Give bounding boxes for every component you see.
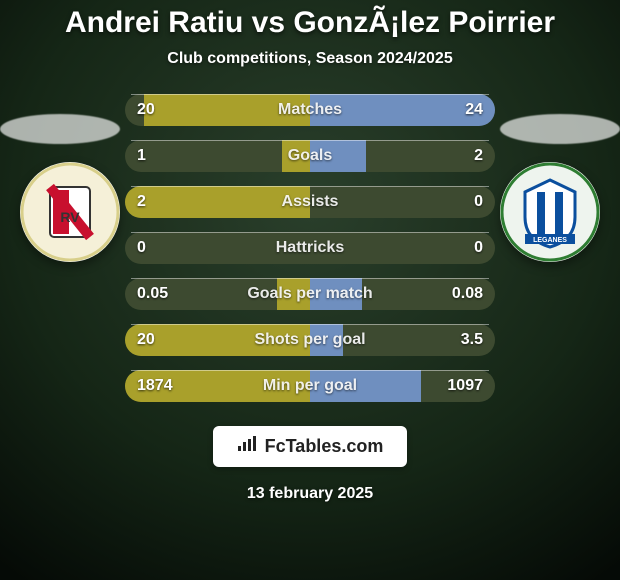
stat-value-right: 1097 <box>435 370 495 402</box>
stat-value-left: 20 <box>125 94 167 126</box>
stat-top-highlight <box>131 94 489 95</box>
stat-top-highlight <box>131 186 489 187</box>
stat-value-left: 20 <box>125 324 167 356</box>
stat-value-right: 2 <box>462 140 495 172</box>
stat-top-highlight <box>131 324 489 325</box>
stat-track <box>125 186 495 218</box>
stat-row: 203.5Shots per goal <box>125 324 495 356</box>
stat-value-right: 0.08 <box>440 278 495 310</box>
stat-track <box>125 94 495 126</box>
stat-value-left: 0 <box>125 232 158 264</box>
stat-track <box>125 232 495 264</box>
svg-text:RV: RV <box>60 209 80 225</box>
stat-fill-right <box>310 370 421 402</box>
stat-fill-right <box>310 278 362 310</box>
svg-text:LEGANES: LEGANES <box>533 237 567 244</box>
club-badge-left: RV <box>20 162 120 262</box>
stat-track <box>125 140 495 172</box>
stat-value-right: 24 <box>453 94 495 126</box>
page-subtitle: Club competitions, Season 2024/2025 <box>167 50 452 68</box>
stat-top-highlight <box>131 232 489 233</box>
club-badge-right: LEGANES <box>500 162 600 262</box>
stat-row: 0.050.08Goals per match <box>125 278 495 310</box>
stat-value-left: 0.05 <box>125 278 180 310</box>
stat-fill-left <box>144 94 311 126</box>
stat-fill-right <box>310 140 366 172</box>
club-halo-left <box>0 114 120 144</box>
stat-row: 18741097Min per goal <box>125 370 495 402</box>
stat-value-left: 1 <box>125 140 158 172</box>
stat-row: 2024Matches <box>125 94 495 126</box>
page-title: Andrei Ratiu vs GonzÃ¡lez Poirrier <box>65 6 555 40</box>
comparison-area: RV LEGANES 2024Matches12Goals20Assists00… <box>0 94 620 402</box>
stat-value-right: 3.5 <box>449 324 495 356</box>
stat-row: 20Assists <box>125 186 495 218</box>
stat-fill-left <box>277 278 310 310</box>
footer-site-text: FcTables.com <box>265 436 384 457</box>
stat-bars: 2024Matches12Goals20Assists00Hattricks0.… <box>125 94 495 402</box>
stat-top-highlight <box>131 140 489 141</box>
footer-date: 13 february 2025 <box>247 485 373 503</box>
club-halo-right <box>500 114 620 144</box>
stat-value-right: 0 <box>462 232 495 264</box>
stat-fill-right <box>310 324 343 356</box>
chart-icon <box>237 436 257 457</box>
stat-fill-left <box>282 140 310 172</box>
stat-track <box>125 324 495 356</box>
stat-value-left: 2 <box>125 186 158 218</box>
stat-top-highlight <box>131 278 489 279</box>
stat-row: 12Goals <box>125 140 495 172</box>
footer-site-badge[interactable]: FcTables.com <box>213 426 408 467</box>
stat-value-right: 0 <box>462 186 495 218</box>
stat-row: 00Hattricks <box>125 232 495 264</box>
stat-value-left: 1874 <box>125 370 185 402</box>
